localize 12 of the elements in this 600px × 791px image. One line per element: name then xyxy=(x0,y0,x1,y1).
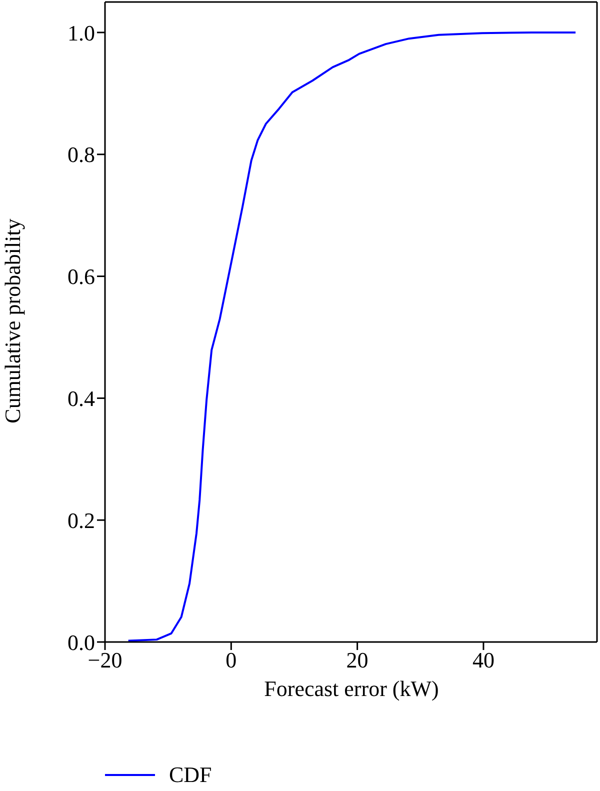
y-tick-label: 0.4 xyxy=(68,386,95,411)
legend-label: CDF xyxy=(169,762,212,788)
x-axis-title: Forecast error (kW) xyxy=(263,676,440,702)
y-tick-label: 0.8 xyxy=(68,142,95,168)
line-series xyxy=(127,31,577,642)
y-tick-label: 1.0 xyxy=(68,20,95,46)
x-tick-label: 40 xyxy=(472,648,494,673)
x-tick-label: 20 xyxy=(346,648,368,673)
x-tick-label: 0 xyxy=(226,648,237,673)
y-tick-label: 0.6 xyxy=(68,264,95,290)
y-tick-label: 0.2 xyxy=(68,508,95,533)
y-axis-title: Cumulative probability xyxy=(0,218,26,424)
